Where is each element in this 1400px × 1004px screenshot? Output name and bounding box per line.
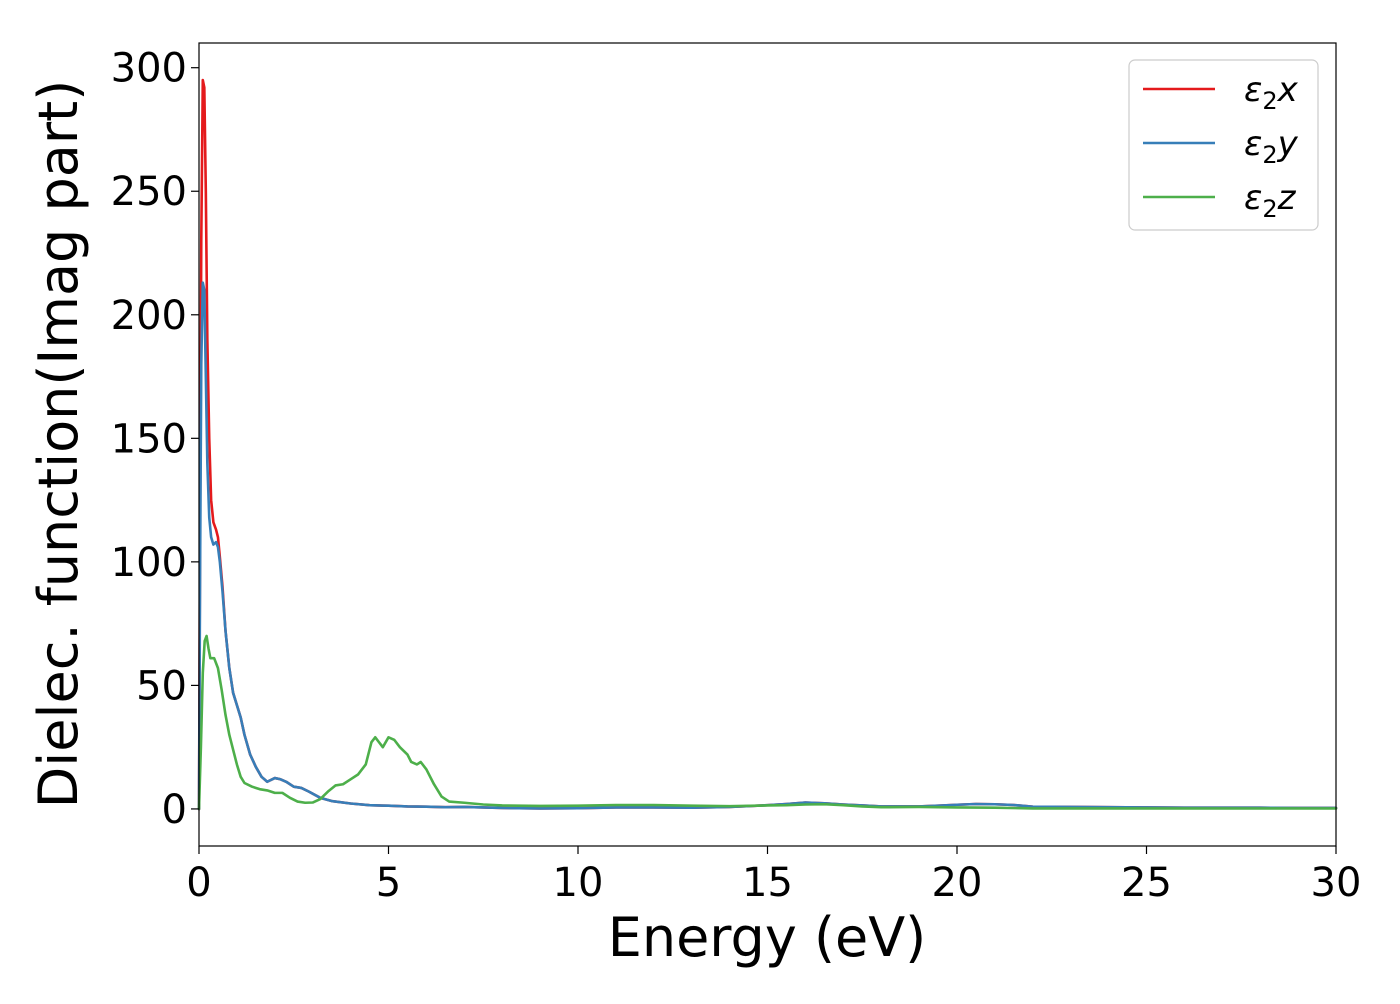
legend-label-suffix: z: [1277, 178, 1297, 218]
legend-label-subscript: 2: [1262, 195, 1277, 223]
x-tick-label: 10: [553, 860, 604, 906]
y-tick-label: 0: [162, 787, 187, 833]
y-tick-label: 300: [111, 46, 187, 92]
legend-label-y: ε2y: [1244, 124, 1299, 169]
x-axis-ticks: 0 5 10 15 20 25 30: [186, 846, 1361, 906]
x-tick-label: 0: [186, 860, 211, 906]
x-axis-label: Energy (eV): [608, 906, 927, 969]
y-tick-label: 50: [136, 663, 187, 709]
x-tick-label: 20: [932, 860, 983, 906]
x-tick-label: 30: [1311, 860, 1362, 906]
legend-label-base: ε: [1244, 70, 1262, 110]
series-line-z: [197, 634, 1338, 811]
legend-label-base: ε: [1244, 124, 1262, 164]
legend-label-subscript: 2: [1262, 87, 1277, 115]
x-tick-label: 5: [376, 860, 401, 906]
legend-label-suffix: x: [1277, 70, 1299, 110]
x-tick-label: 25: [1121, 860, 1172, 906]
y-tick-label: 250: [111, 169, 187, 215]
y-tick-label: 150: [111, 416, 187, 462]
y-tick-label: 200: [111, 293, 187, 339]
legend-label-z: ε2z: [1244, 178, 1297, 223]
x-tick-label: 15: [742, 860, 793, 906]
legend-label-subscript: 2: [1262, 141, 1277, 169]
y-axis-label: Dielec. function(Imag part): [27, 80, 90, 809]
legend-label-suffix: y: [1277, 124, 1299, 164]
legend-label-x: ε2x: [1244, 70, 1299, 115]
y-axis-ticks: 0 50 100 150 200 250 300: [111, 46, 199, 833]
legend-box: [1128, 59, 1319, 231]
legend-label-base: ε: [1244, 178, 1262, 218]
y-tick-label: 100: [111, 540, 187, 586]
series-line-y: [197, 281, 1338, 811]
series-layer: [197, 78, 1338, 811]
